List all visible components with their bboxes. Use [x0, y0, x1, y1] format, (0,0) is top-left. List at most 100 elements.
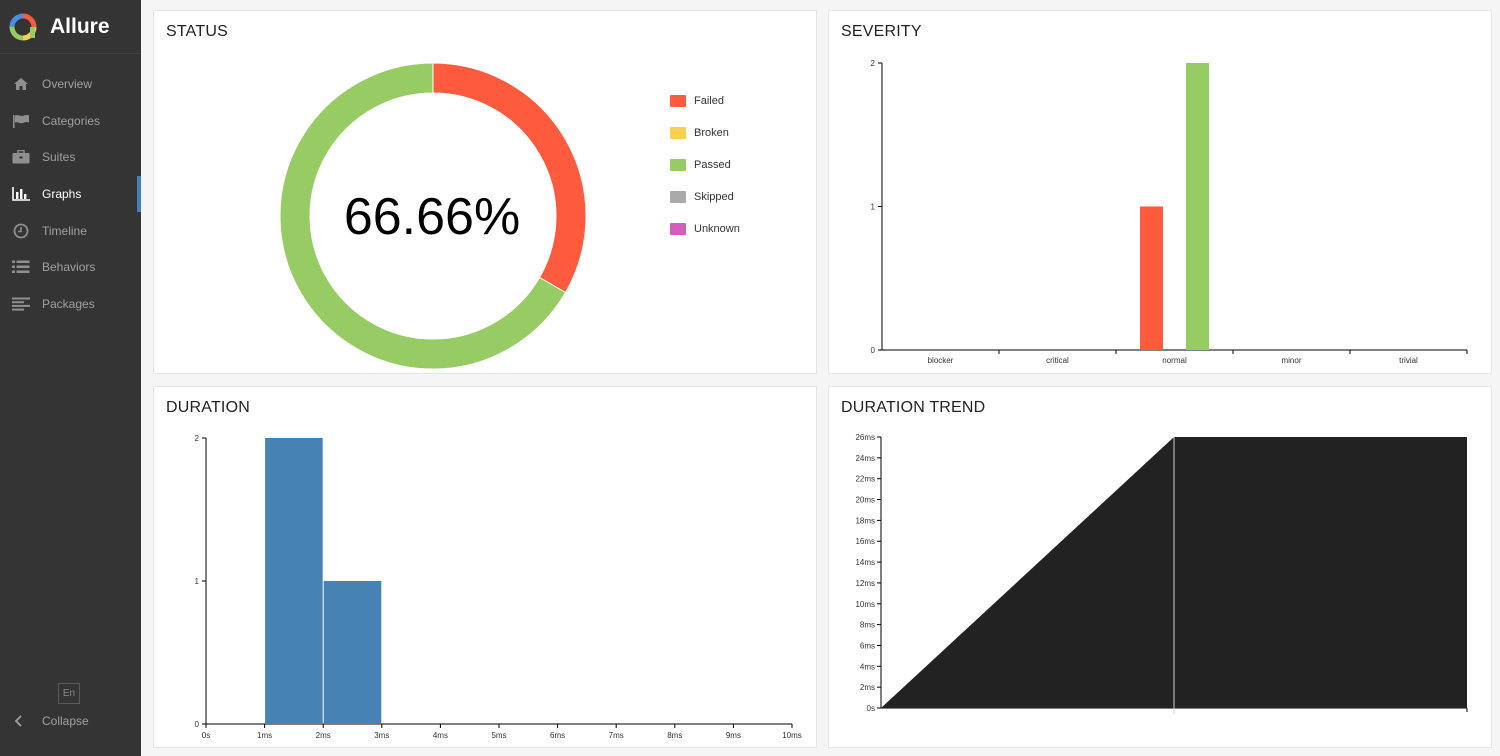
legend-item-failed[interactable]: Failed	[670, 85, 740, 117]
sidebar-item-behaviors[interactable]: Behaviors	[0, 249, 141, 286]
x-tick-label: 2ms	[316, 731, 331, 740]
duration-bar	[323, 581, 382, 724]
legend-label: Broken	[694, 127, 729, 139]
duration-bar	[265, 438, 323, 724]
donut-slice-failed	[432, 62, 587, 294]
y-tick-label: 14ms	[855, 558, 875, 567]
x-tick-label: 1ms	[257, 731, 272, 740]
y-tick-label: 1	[871, 203, 876, 212]
legend-label: Passed	[694, 159, 731, 171]
x-tick-label: minor	[1281, 356, 1301, 365]
duration-trend-widget: DURATION TREND 0s 2ms 4ms 6ms 8ms 10ms 12ms 14m…	[828, 386, 1492, 748]
home-icon	[12, 76, 30, 92]
sidebar-item-packages[interactable]: Packages	[0, 286, 141, 323]
x-tick-label: 5ms	[491, 731, 506, 740]
sidebar-item-label: Packages	[42, 296, 95, 311]
y-tick-label: 18ms	[855, 516, 875, 525]
y-tick-label: 0	[871, 346, 876, 355]
y-tick-label: 26ms	[855, 433, 875, 442]
sidebar-item-overview[interactable]: Overview	[0, 66, 141, 103]
passed-percentage: 66.66%	[343, 188, 521, 246]
x-tick-label: 0s	[202, 731, 210, 740]
app-name: Allure	[50, 14, 110, 38]
sidebar-item-label: Suites	[42, 150, 76, 165]
status-donut-chart	[279, 62, 587, 370]
collapse-button[interactable]: Collapse	[14, 714, 89, 728]
sidebar-item-suites[interactable]: Suites	[0, 139, 141, 176]
legend-swatch	[670, 191, 686, 203]
x-tick-label: critical	[1046, 356, 1069, 365]
sidebar-item-graphs[interactable]: Graphs	[0, 175, 141, 213]
x-tick-label: 4ms	[433, 731, 448, 740]
severity-bar	[1186, 63, 1209, 350]
legend-swatch	[670, 127, 686, 139]
duration-trend-chart: 0s 2ms 4ms 6ms 8ms 10ms 12ms 14ms 16ms 18ms 20ms 22…	[855, 433, 1468, 714]
x-tick-label: blocker	[928, 356, 954, 365]
legend-item-passed[interactable]: Passed	[670, 149, 740, 181]
duration-widget: DURATION 0 1 2 0s 1ms 2ms 3ms 4ms 5ms 6ms 7ms 8ms 9m…	[153, 386, 817, 748]
sidebar-item-label: Categories	[42, 113, 101, 128]
x-tick-label: 6ms	[550, 731, 565, 740]
status-legend: Failed Broken Passed Skipped Unknown	[670, 85, 740, 245]
legend-item-broken[interactable]: Broken	[670, 117, 740, 149]
sidebar-item-label: Timeline	[42, 223, 87, 238]
y-tick-label: 6ms	[860, 641, 875, 650]
language-switch[interactable]: En	[58, 683, 80, 704]
x-tick-label: 3ms	[374, 731, 389, 740]
sidebar: Allure Overview Categories Suites Graphs	[0, 0, 141, 756]
allure-logo-icon	[9, 13, 37, 40]
y-tick-label: 1	[195, 577, 200, 586]
y-tick-label: 22ms	[855, 475, 875, 484]
widget-title: DURATION TREND	[841, 399, 986, 416]
sidebar-item-label: Graphs	[42, 187, 82, 202]
x-tick-label: normal	[1162, 356, 1187, 365]
x-tick-label: trivial	[1399, 356, 1418, 365]
duration-histogram: 0 1 2 0s 1ms 2ms 3ms 4ms 5ms 6ms 7ms 8ms 9ms 10ms	[195, 434, 802, 740]
flag-icon	[12, 113, 30, 129]
y-tick-label: 8ms	[860, 621, 875, 630]
y-tick-label: 16ms	[855, 537, 875, 546]
y-tick-label: 4ms	[860, 662, 875, 671]
sidebar-item-label: Behaviors	[42, 260, 96, 275]
y-tick-label: 2ms	[860, 683, 875, 692]
bar-chart-icon	[12, 186, 30, 202]
legend-swatch	[670, 95, 686, 107]
y-tick-label: 0s	[867, 704, 875, 713]
y-tick-label: 24ms	[855, 454, 875, 463]
y-tick-label: 12ms	[855, 579, 875, 588]
chevron-left-icon	[14, 715, 28, 727]
sidebar-menu: Overview Categories Suites Graphs Timeli…	[0, 66, 141, 322]
widget-title: SEVERITY	[841, 23, 922, 40]
y-tick-label: 10ms	[855, 600, 875, 609]
legend-item-unknown[interactable]: Unknown	[670, 213, 740, 245]
collapse-label: Collapse	[42, 714, 89, 728]
y-tick-label: 2	[871, 59, 876, 68]
sidebar-item-timeline[interactable]: Timeline	[0, 212, 141, 249]
legend-swatch	[670, 223, 686, 235]
y-tick-label: 2	[195, 434, 200, 443]
x-tick-label: 9ms	[726, 731, 741, 740]
x-tick-label: 10ms	[782, 731, 802, 740]
clock-icon	[12, 223, 30, 239]
align-left-icon	[12, 296, 30, 312]
y-tick-label: 20ms	[855, 496, 875, 505]
legend-label: Failed	[694, 95, 724, 107]
severity-bar	[1140, 206, 1163, 350]
y-tick-label: 0	[195, 720, 200, 729]
widget-title: DURATION	[166, 399, 250, 416]
status-widget: STATUS 66.66% Failed Broken Passed Skipp…	[153, 10, 817, 374]
severity-bar-chart: 0 1 2 blocker critical normal minor trivial	[871, 59, 1468, 365]
x-tick-label: 8ms	[667, 731, 682, 740]
sidebar-item-categories[interactable]: Categories	[0, 103, 141, 140]
x-tick-label: 7ms	[609, 731, 624, 740]
legend-label: Unknown	[694, 223, 740, 235]
legend-item-skipped[interactable]: Skipped	[670, 181, 740, 213]
widget-title: STATUS	[166, 23, 228, 40]
brand[interactable]: Allure	[0, 0, 141, 54]
legend-label: Skipped	[694, 191, 734, 203]
list-icon	[12, 259, 30, 275]
donut-slice-passed	[279, 62, 567, 370]
sidebar-item-label: Overview	[42, 77, 93, 92]
briefcase-icon	[12, 149, 30, 165]
severity-widget: SEVERITY 0 1 2 blocker critical normal minor tr…	[828, 10, 1492, 374]
